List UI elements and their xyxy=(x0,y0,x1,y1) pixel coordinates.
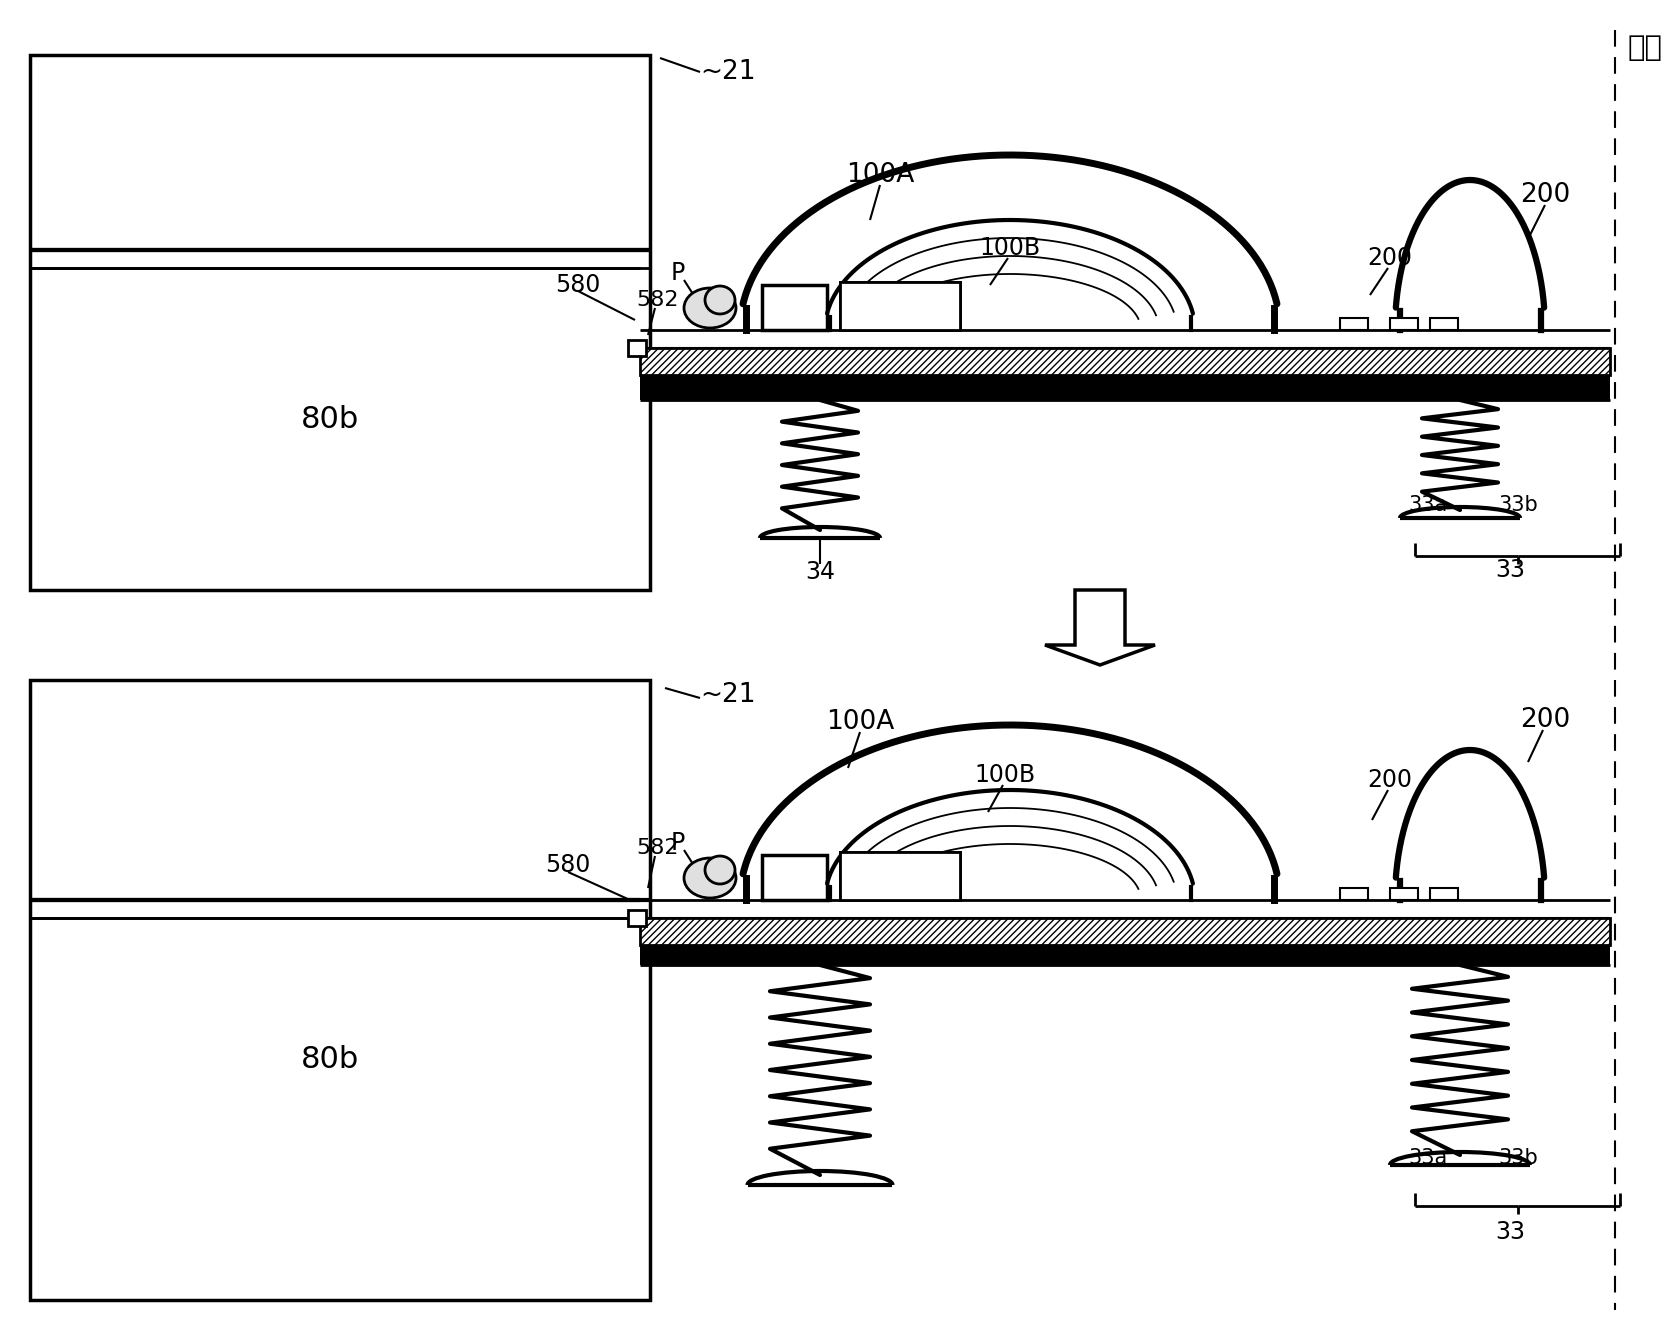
Text: 200: 200 xyxy=(1368,768,1413,791)
Text: 100A: 100A xyxy=(825,709,894,734)
Bar xyxy=(641,918,1611,946)
Bar xyxy=(1340,317,1368,329)
Text: 580: 580 xyxy=(556,274,601,297)
Bar xyxy=(762,286,827,329)
Bar xyxy=(627,910,646,926)
Bar xyxy=(1429,888,1458,900)
Ellipse shape xyxy=(684,288,735,328)
Bar xyxy=(1389,888,1418,900)
Bar xyxy=(1340,888,1368,900)
Text: 200: 200 xyxy=(1519,706,1571,733)
Bar xyxy=(840,282,960,329)
Text: 200: 200 xyxy=(1519,182,1571,208)
Bar xyxy=(840,853,960,900)
Text: 580: 580 xyxy=(546,853,591,876)
Text: 后端: 后端 xyxy=(1627,35,1662,62)
Text: ~21: ~21 xyxy=(701,58,755,85)
Text: 582: 582 xyxy=(637,290,679,309)
Text: 80b: 80b xyxy=(301,1045,359,1074)
Text: 33: 33 xyxy=(1494,558,1524,582)
Text: 33b: 33b xyxy=(1498,1147,1538,1169)
Text: ~21: ~21 xyxy=(701,683,755,708)
Bar xyxy=(1389,317,1418,329)
Bar xyxy=(1429,317,1458,329)
Polygon shape xyxy=(1045,590,1155,665)
Text: 100A: 100A xyxy=(845,162,914,189)
Text: 582: 582 xyxy=(637,838,679,858)
Ellipse shape xyxy=(684,858,735,898)
Ellipse shape xyxy=(706,857,735,884)
Text: 34: 34 xyxy=(805,560,835,584)
Text: 33a: 33a xyxy=(1409,1147,1448,1169)
Text: 80b: 80b xyxy=(301,405,359,434)
Text: 33: 33 xyxy=(1494,1220,1524,1244)
Text: P: P xyxy=(671,831,686,855)
Ellipse shape xyxy=(706,286,735,313)
Bar xyxy=(641,946,1611,965)
Bar xyxy=(30,54,651,590)
Bar xyxy=(762,855,827,900)
Text: 200: 200 xyxy=(1368,246,1413,270)
Bar xyxy=(641,348,1611,374)
Text: 100B: 100B xyxy=(980,236,1040,260)
Bar xyxy=(627,340,646,356)
Bar xyxy=(840,282,960,329)
Bar xyxy=(840,853,960,900)
Text: 33a: 33a xyxy=(1409,495,1448,515)
Bar xyxy=(641,374,1611,400)
Bar xyxy=(30,680,651,1300)
Text: 100B: 100B xyxy=(975,764,1035,788)
Text: P: P xyxy=(671,262,686,286)
Text: 33b: 33b xyxy=(1498,495,1538,515)
